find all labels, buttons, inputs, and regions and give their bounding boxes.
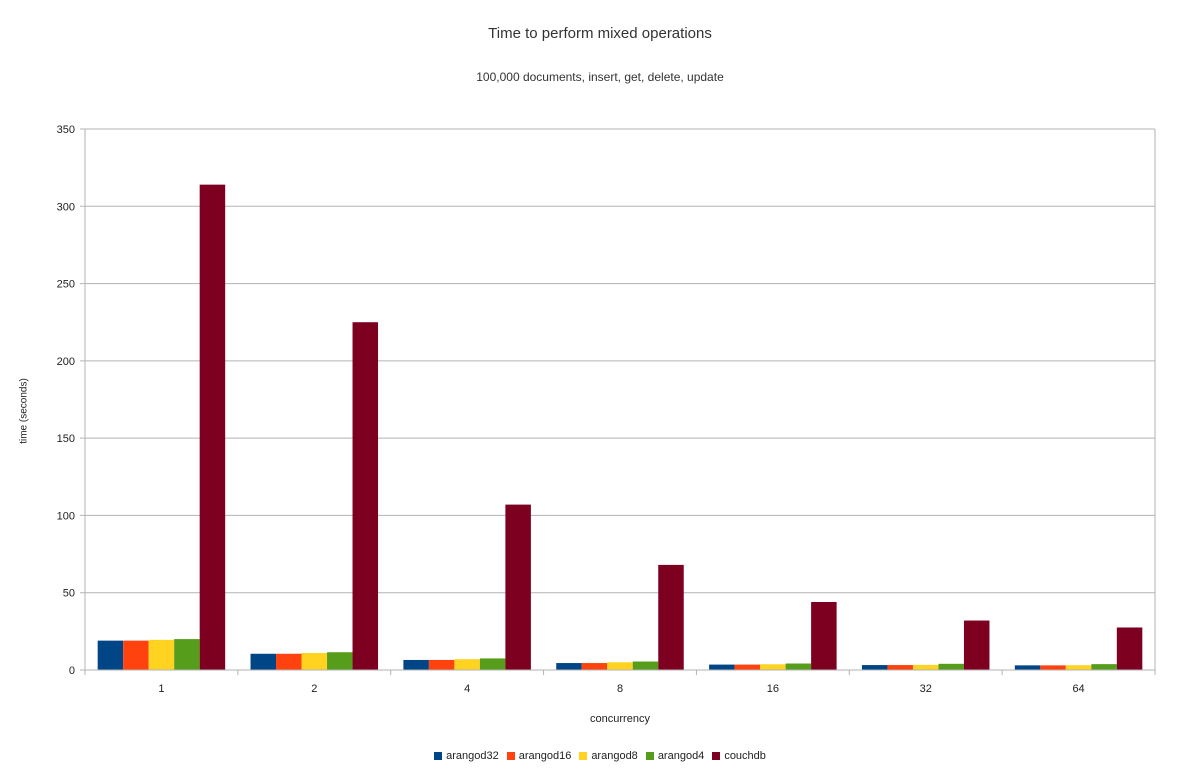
legend-item: couchdb <box>712 750 766 762</box>
bar-couchdb <box>505 504 531 670</box>
legend-swatch <box>434 752 443 760</box>
y-tick-label: 0 <box>69 665 75 677</box>
chart-subtitle: 100,000 documents, insert, get, delete, … <box>476 70 724 84</box>
legend-swatch <box>712 752 721 760</box>
legend-label: arangod16 <box>518 750 572 762</box>
y-tick-label: 350 <box>57 124 75 136</box>
bar-arangod8 <box>301 652 328 670</box>
bar-arangod32 <box>97 640 124 670</box>
x-tick-label: 1 <box>158 683 164 695</box>
bar-arangod8 <box>148 639 175 670</box>
legend-item: arangod32 <box>434 750 499 762</box>
legend-label: arangod32 <box>446 750 499 762</box>
legend-item: arangod16 <box>506 750 572 762</box>
y-tick-label: 50 <box>63 588 75 600</box>
bar-arangod16 <box>428 659 455 670</box>
x-axis-label: concurrency <box>590 713 650 725</box>
legend-label: couchdb <box>724 750 766 762</box>
legend-swatch <box>645 752 654 760</box>
bar-arangod8 <box>1065 665 1092 670</box>
legend-label: arangod8 <box>591 750 638 762</box>
bar-arangod32 <box>1014 665 1041 670</box>
bar-arangod4 <box>632 661 659 670</box>
y-tick-label: 200 <box>57 356 75 368</box>
bar-arangod8 <box>454 659 480 670</box>
x-tick-label: 2 <box>311 683 317 695</box>
bar-arangod8 <box>607 662 633 670</box>
bar-arangod4 <box>1091 664 1117 670</box>
x-tick-label: 4 <box>464 683 470 695</box>
bar-arangod32 <box>250 653 277 670</box>
bar-couchdb <box>811 601 837 670</box>
x-tick-label: 8 <box>617 683 623 695</box>
bar-arangod32 <box>403 659 429 670</box>
bar-arangod16 <box>887 665 913 670</box>
chart-title: Time to perform mixed operations <box>488 25 712 42</box>
bar-arangod32 <box>709 664 735 670</box>
x-tick-label: 32 <box>920 683 932 695</box>
bar-arangod16 <box>276 653 302 670</box>
bar-arangod32 <box>861 665 888 670</box>
bar-couchdb <box>1116 627 1143 670</box>
bar-arangod16 <box>123 640 149 670</box>
legend-item: arangod4 <box>645 750 705 762</box>
y-tick-label: 150 <box>57 433 75 445</box>
legend-item: arangod8 <box>579 750 638 762</box>
legend-label: arangod4 <box>657 750 705 762</box>
x-tick-label: 16 <box>767 683 779 695</box>
bar-arangod4 <box>785 663 812 670</box>
bar-couchdb <box>352 322 379 670</box>
legend-swatch <box>506 752 515 760</box>
bar-arangod16 <box>581 663 608 670</box>
bar-arangod4 <box>174 639 200 670</box>
y-tick-label: 100 <box>57 510 75 522</box>
y-tick-label: 300 <box>57 201 75 213</box>
bar-arangod16 <box>1040 665 1066 670</box>
x-tick-label: 64 <box>1072 683 1084 695</box>
bar-arangod4 <box>327 652 353 670</box>
bar-couchdb <box>963 620 990 670</box>
bar-couchdb <box>658 564 684 670</box>
legend: arangod32 arangod16 arangod8 arangod4 couchd… <box>0 750 1200 762</box>
bar-arangod4 <box>479 658 506 670</box>
bar-arangod32 <box>556 663 582 670</box>
bar-couchdb <box>199 184 226 670</box>
bar-arangod4 <box>938 663 964 670</box>
bar-arangod8 <box>912 664 939 670</box>
y-tick-label: 250 <box>57 279 75 291</box>
legend-swatch <box>579 752 588 760</box>
bar-arangod16 <box>734 664 761 670</box>
bar-arangod8 <box>760 664 786 670</box>
